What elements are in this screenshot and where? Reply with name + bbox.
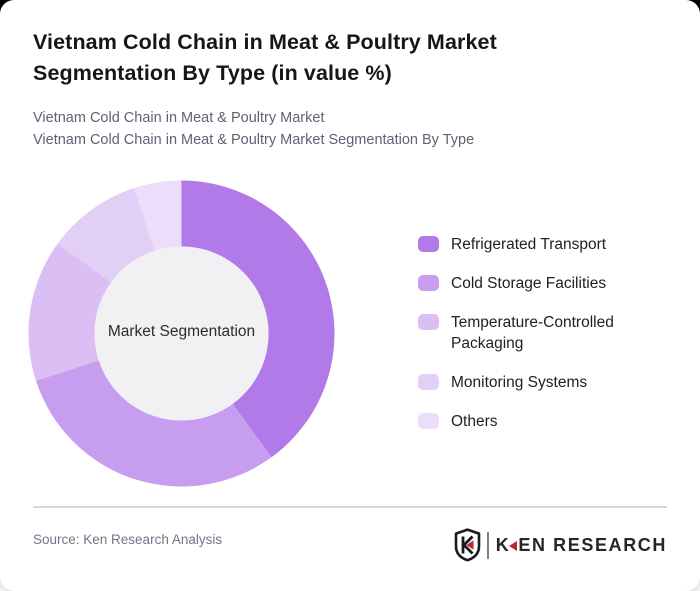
donut-chart (28, 180, 335, 487)
logo-red-triangle-icon (509, 541, 518, 551)
donut-segment (28, 243, 112, 381)
donut-svg (28, 180, 335, 487)
legend-swatch (418, 374, 439, 390)
legend-item: Others (418, 411, 668, 432)
legend-item: Monitoring Systems (418, 372, 668, 393)
legend-label: Cold Storage Facilities (451, 275, 607, 292)
legend-item: Cold Storage Facilities (418, 273, 668, 294)
subtitle-block: Vietnam Cold Chain in Meat & Poultry Mar… (33, 108, 474, 151)
legend-label: Others (451, 413, 498, 430)
donut-segment (181, 180, 335, 458)
legend-label: Temperature-Controlled Packaging (451, 314, 614, 352)
logo-wordmark: K EN RESEARCH (496, 535, 667, 556)
donut-segment (134, 180, 182, 251)
subtitle-line-1: Vietnam Cold Chain in Meat & Poultry Mar… (33, 110, 325, 126)
logo-wordmark-k: K (495, 534, 511, 555)
legend-swatch (418, 236, 439, 252)
donut-center-label: Market Segmentation (107, 323, 256, 340)
legend-label: Monitoring Systems (451, 374, 588, 391)
page-title: Vietnam Cold Chain in Meat & Poultry Mar… (33, 30, 497, 85)
footer-divider (33, 506, 667, 508)
logo-divider (486, 531, 489, 559)
source-text: Source: Ken Research Analysis (33, 532, 223, 547)
logo-wordmark-rest: EN RESEARCH (518, 534, 667, 555)
legend-swatch (418, 314, 439, 330)
donut-hole (94, 246, 269, 421)
donut-segment (57, 187, 155, 283)
donut-segment (35, 360, 272, 487)
legend-swatch (418, 275, 439, 291)
legend-label: Refrigerated Transport (451, 236, 607, 253)
legend-item: Temperature-Controlled Packaging (418, 312, 668, 354)
subtitle-line-2: Vietnam Cold Chain in Meat & Poultry Mar… (33, 131, 475, 148)
ken-research-shield-icon (454, 528, 481, 562)
legend: Refrigerated Transport Cold Storage Facil… (418, 234, 668, 450)
legend-swatch (418, 413, 439, 429)
legend-item: Refrigerated Transport (418, 234, 668, 255)
ken-research-logo: K EN RESEARCH (454, 528, 667, 562)
